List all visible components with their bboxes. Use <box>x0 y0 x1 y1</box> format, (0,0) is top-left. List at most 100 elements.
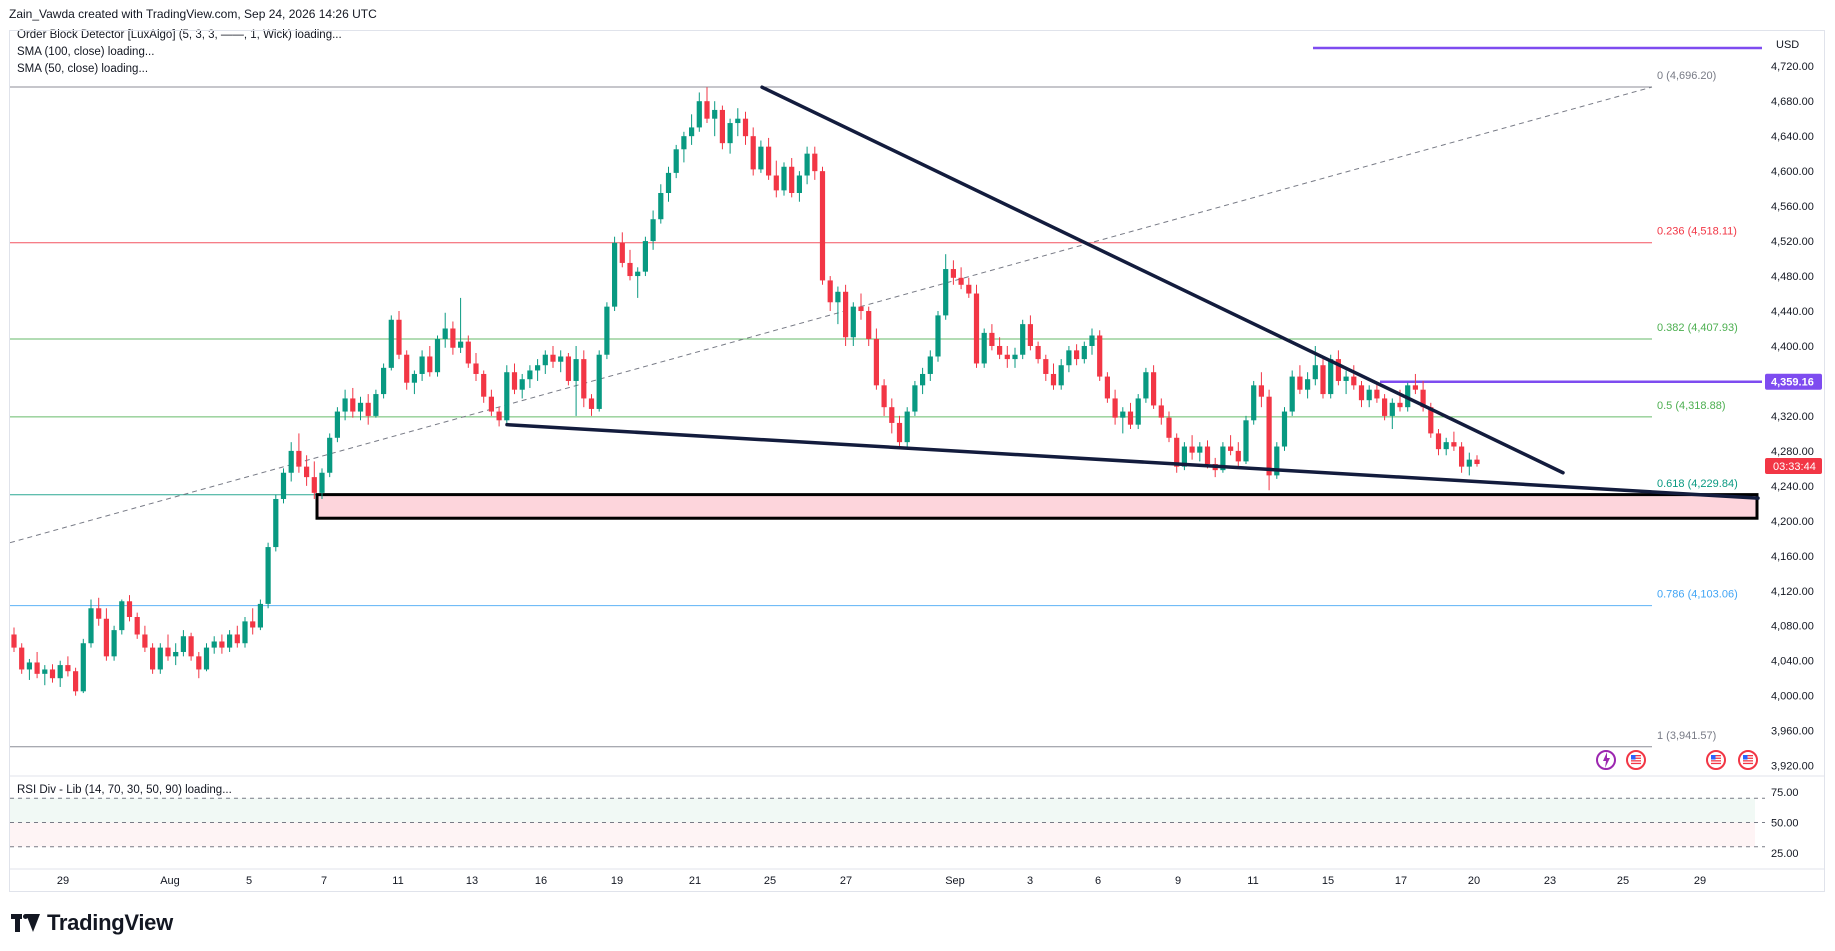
price-axis-tick-label: 3,960.00 <box>1771 726 1814 738</box>
fib-level-label-0: 0 (4,696.20) <box>1657 70 1716 82</box>
candle-body <box>827 280 833 303</box>
candle-body <box>234 634 240 644</box>
price-axis-tick-label: 4,720.00 <box>1771 61 1814 73</box>
candle-body <box>419 356 425 374</box>
candle-body <box>273 498 279 548</box>
candle-body <box>1120 411 1126 418</box>
price-axis-tick-label: 4,080.00 <box>1771 621 1814 633</box>
candle-body <box>304 466 310 478</box>
candle-body <box>1320 365 1326 395</box>
candle-body <box>65 665 71 672</box>
candle-body <box>1343 376 1349 381</box>
candle-body <box>1443 442 1449 450</box>
fib-level-label-0-786: 0.786 (4,103.06) <box>1657 589 1738 601</box>
candles-group <box>11 87 1480 696</box>
time-axis-tick-label: 17 <box>1395 875 1407 887</box>
price-axis-tick-label: 4,280.00 <box>1771 446 1814 458</box>
candle-body <box>1281 411 1288 447</box>
candle-body <box>819 171 826 281</box>
candle-body <box>1174 437 1180 467</box>
countdown-marker <box>1765 458 1822 475</box>
rsi-axis-tick-label: 25.00 <box>1771 848 1799 860</box>
time-axis-tick-label: 27 <box>840 875 852 887</box>
rsi-lower-band <box>10 822 1755 847</box>
candle-body <box>373 394 379 416</box>
order-block-zone <box>315 493 1759 520</box>
indicator-rsi-label[interactable]: RSI Div - Lib (14, 70, 30, 50, 90) loadi… <box>17 784 232 796</box>
time-axis-tick-label: 13 <box>466 875 478 887</box>
candle-body <box>1035 345 1041 360</box>
candle-body <box>488 396 494 412</box>
candle-body <box>119 601 125 631</box>
price-axis-tick-label: 4,600.00 <box>1771 166 1814 178</box>
candle-body <box>642 241 648 272</box>
candle-body <box>134 617 140 635</box>
candle-body <box>1266 396 1272 476</box>
candle-body <box>1143 372 1149 399</box>
price-axis-tick-label: 4,240.00 <box>1771 481 1814 493</box>
candle-body <box>496 411 502 421</box>
candle-body <box>896 422 903 443</box>
candle-body <box>1459 446 1465 467</box>
price-axis-tick-label: 4,120.00 <box>1771 586 1814 598</box>
candle-body <box>1243 420 1249 462</box>
candle-body <box>450 328 456 348</box>
candle-body <box>442 328 448 339</box>
candle-body <box>704 101 710 119</box>
candle-body <box>1358 385 1365 401</box>
candle-body <box>1235 450 1241 462</box>
candle-body <box>1382 398 1388 416</box>
candle-body <box>1097 335 1103 377</box>
candle-body <box>588 398 595 409</box>
candle-body <box>635 271 641 277</box>
candle-body <box>388 319 394 368</box>
candle-body <box>1228 446 1234 451</box>
candle-body <box>1112 398 1118 418</box>
time-axis-tick-label: 20 <box>1468 875 1480 887</box>
candle-body <box>57 665 63 679</box>
candle-body <box>719 109 725 144</box>
candle-body <box>1374 389 1380 399</box>
price-axis-tick-label: 4,000.00 <box>1771 691 1814 703</box>
candle-body <box>519 379 525 390</box>
candle-body <box>265 547 271 604</box>
indicator-sma100-label[interactable]: SMA (100, close) loading... <box>17 46 155 58</box>
candle-body <box>1158 405 1164 418</box>
candle-body <box>558 356 564 362</box>
candle-body <box>973 293 980 364</box>
price-axis-tick-label: 3,920.00 <box>1771 761 1814 773</box>
currency-label[interactable]: USD <box>1776 39 1800 51</box>
price-axis-tick-label: 4,560.00 <box>1771 201 1814 213</box>
candle-body <box>712 109 718 119</box>
fib-trend-dashed-line <box>9 86 1653 544</box>
rsi-axis-tick-label: 75.00 <box>1771 787 1799 799</box>
candle-body <box>866 311 872 339</box>
candle-body <box>1220 446 1226 471</box>
us-flag-event-icon[interactable] <box>1626 750 1646 770</box>
candle-body <box>1012 354 1018 360</box>
candle-body <box>1289 376 1295 412</box>
tradingview-logo[interactable]: TradingView <box>11 910 173 936</box>
indicator-order-block-label[interactable]: Order Block Detector [LuxAlgo] (5, 3, 3,… <box>17 29 342 41</box>
candle-body <box>935 315 941 357</box>
time-axis-tick-label: 21 <box>689 875 701 887</box>
us-flag-event-icon[interactable] <box>1738 750 1758 770</box>
candle-body <box>858 306 864 312</box>
candle-body <box>958 277 964 285</box>
candle-body <box>881 385 887 408</box>
candle-body <box>19 647 25 670</box>
candle-body <box>850 306 856 338</box>
candle-body <box>34 662 40 674</box>
candle-body <box>796 175 802 193</box>
us-flag-event-icon[interactable] <box>1706 750 1726 770</box>
candle-body <box>1412 385 1418 390</box>
candle-body <box>1089 335 1095 346</box>
candle-body <box>465 341 471 364</box>
time-axis-tick-label: 23 <box>1544 875 1556 887</box>
indicator-sma50-label[interactable]: SMA (50, close) loading... <box>17 63 149 75</box>
candle-body <box>1312 365 1318 380</box>
candle-body <box>627 262 633 277</box>
lightning-event-icon[interactable] <box>1596 750 1616 770</box>
time-axis-tick-label: 15 <box>1322 875 1334 887</box>
